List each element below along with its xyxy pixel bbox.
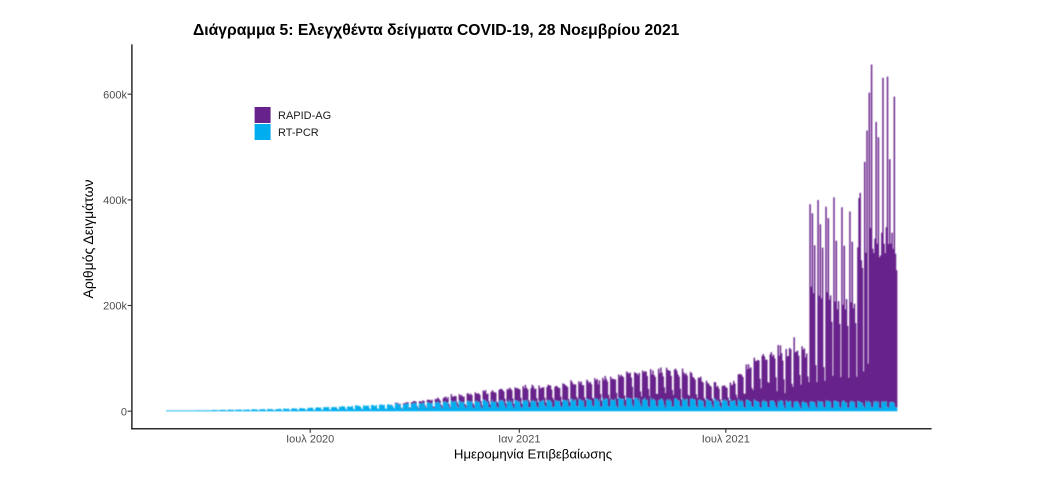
svg-text:0: 0 <box>121 406 127 418</box>
svg-text:Ιουλ 2020: Ιουλ 2020 <box>286 434 334 446</box>
svg-text:RAPID-AG: RAPID-AG <box>278 110 331 122</box>
svg-text:RT-PCR: RT-PCR <box>278 127 319 139</box>
svg-text:Αριθμός Δειγμάτων: Αριθμός Δειγμάτων <box>80 179 96 298</box>
svg-text:200k: 200k <box>103 301 127 313</box>
svg-text:600k: 600k <box>103 89 127 101</box>
svg-text:Διάγραμμα 5: Ελεγχθέντα δείγμα: Διάγραμμα 5: Ελεγχθέντα δείγματα COVID-1… <box>193 22 680 39</box>
svg-text:400k: 400k <box>103 195 127 207</box>
svg-text:Ιουλ 2021: Ιουλ 2021 <box>702 434 750 446</box>
svg-text:Ημερομηνία Επιβεβαίωσης: Ημερομηνία Επιβεβαίωσης <box>454 446 612 461</box>
svg-text:Ιαν 2021: Ιαν 2021 <box>498 434 540 446</box>
